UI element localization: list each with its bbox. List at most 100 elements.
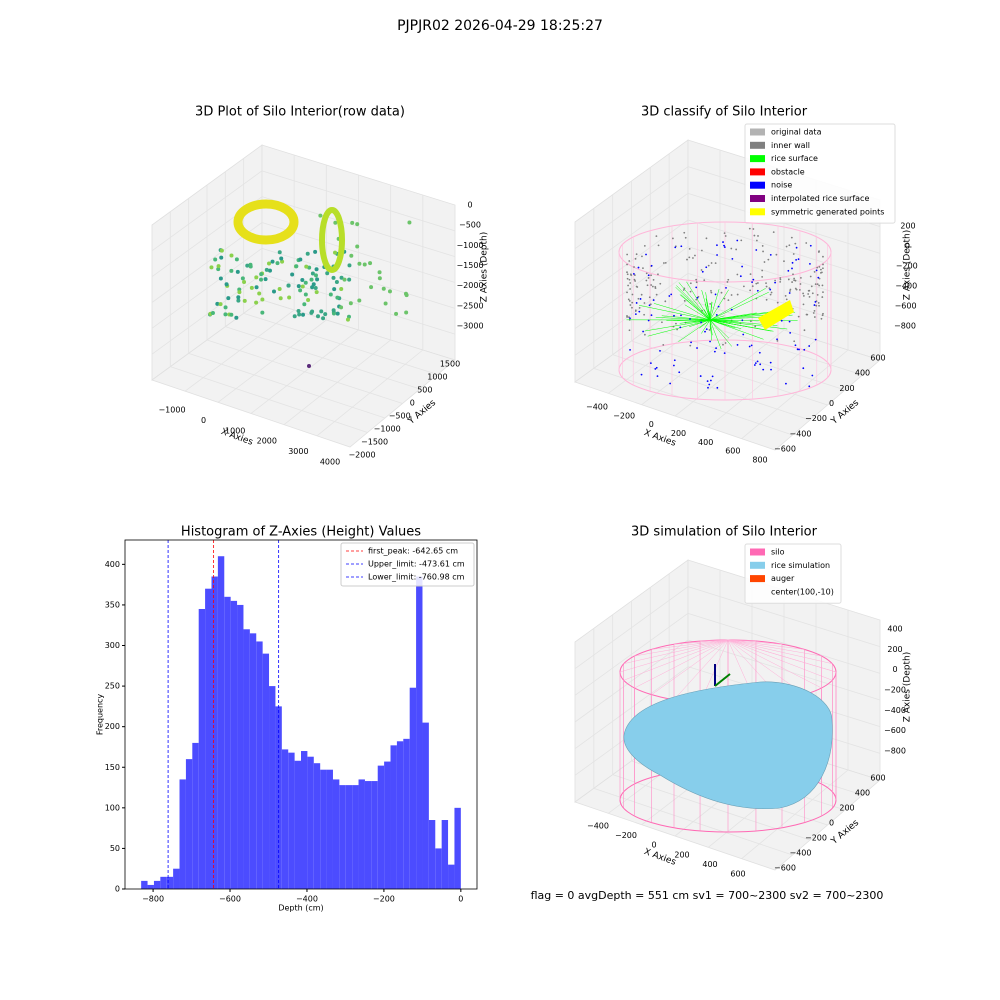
point — [229, 268, 234, 273]
tick-label: −200 — [884, 686, 906, 695]
point — [756, 289, 759, 292]
x-tick-label: −800 — [142, 895, 164, 904]
rice-surface — [623, 681, 833, 809]
point — [627, 298, 630, 301]
point — [377, 270, 382, 275]
point — [668, 295, 671, 297]
point — [816, 283, 819, 286]
point — [770, 291, 773, 294]
point — [772, 231, 775, 234]
ray — [705, 298, 711, 321]
point — [794, 279, 797, 282]
point — [787, 278, 790, 281]
point — [646, 284, 649, 287]
point — [219, 248, 224, 253]
tick-label: 400 — [887, 625, 902, 634]
point — [791, 281, 794, 283]
silo — [651, 639, 729, 695]
point — [748, 227, 751, 230]
point — [822, 312, 824, 315]
tick-label: 600 — [870, 354, 885, 363]
y-tick-label: 150 — [105, 763, 120, 772]
bar — [345, 785, 353, 889]
legend-box — [340, 542, 475, 587]
tick-label: −1500 — [456, 261, 483, 270]
point — [700, 249, 703, 252]
point — [820, 268, 822, 271]
point — [695, 286, 698, 289]
bar — [307, 756, 314, 889]
point — [695, 298, 698, 301]
point — [643, 333, 646, 336]
point — [701, 270, 704, 273]
point — [821, 296, 824, 298]
point — [650, 284, 653, 286]
point — [626, 291, 628, 294]
point — [676, 328, 679, 331]
bar — [454, 807, 461, 889]
legend-swatch — [750, 181, 765, 189]
x-tick-label: −200 — [373, 895, 395, 904]
silo — [727, 639, 783, 645]
point — [679, 326, 682, 329]
bar — [332, 779, 340, 889]
point — [635, 302, 638, 304]
point — [752, 228, 755, 230]
point — [362, 262, 367, 267]
point — [357, 261, 362, 266]
silo — [727, 639, 822, 689]
tick-label: −500 — [459, 221, 481, 230]
point — [742, 285, 745, 288]
point — [809, 275, 812, 278]
bar — [320, 769, 327, 889]
point — [776, 340, 779, 342]
tick-label: 200 — [674, 850, 689, 859]
point — [723, 232, 726, 235]
point — [638, 310, 641, 313]
point — [664, 261, 667, 264]
tick-label: −800 — [884, 747, 906, 756]
point — [765, 298, 768, 301]
bar — [192, 742, 199, 889]
ray — [709, 319, 798, 322]
point — [795, 246, 798, 249]
ray — [675, 287, 711, 321]
silo — [673, 639, 729, 700]
point — [735, 248, 738, 251]
tick-label: −200 — [615, 831, 637, 840]
point — [339, 275, 344, 280]
ray — [709, 312, 757, 321]
point — [756, 360, 759, 363]
tick-label: 1500 — [440, 360, 460, 369]
point — [654, 287, 657, 290]
bar — [173, 868, 180, 889]
silo — [634, 639, 729, 689]
point — [300, 278, 305, 283]
point — [715, 347, 717, 350]
ray — [707, 319, 711, 323]
point — [254, 275, 259, 280]
legend-label: symmetric generated points — [771, 207, 884, 216]
point — [331, 311, 336, 316]
point — [645, 272, 648, 275]
point — [279, 256, 284, 261]
point — [248, 264, 253, 269]
bar — [390, 745, 397, 889]
point — [641, 255, 643, 258]
point — [637, 266, 640, 269]
tick-label: −1500 — [361, 438, 388, 447]
point — [213, 257, 218, 262]
point — [821, 314, 824, 317]
bar — [358, 779, 365, 889]
point — [314, 273, 319, 278]
tick-label: 0 — [649, 420, 654, 429]
point — [647, 274, 650, 277]
bar — [352, 785, 359, 889]
point — [309, 310, 314, 315]
point — [640, 373, 643, 376]
point — [673, 359, 676, 362]
point — [797, 258, 800, 261]
point — [694, 254, 696, 257]
ray — [655, 317, 711, 321]
point — [794, 344, 797, 347]
